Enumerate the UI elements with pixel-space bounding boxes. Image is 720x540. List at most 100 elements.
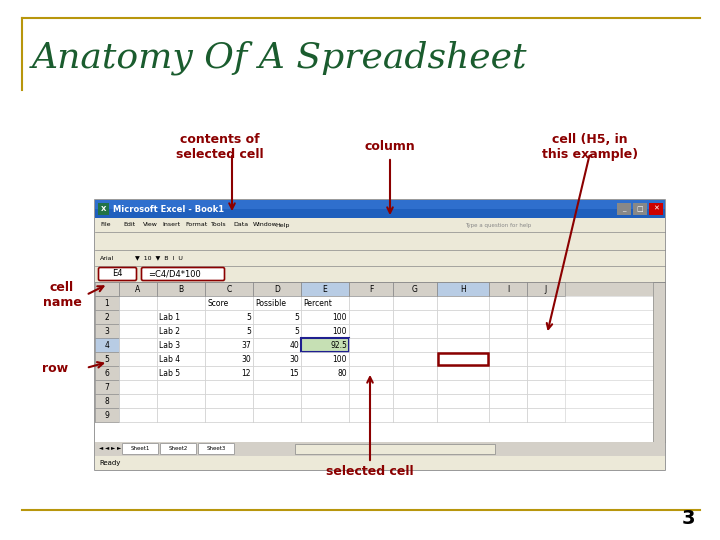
Bar [301, 408, 349, 422]
Bar [119, 338, 157, 352]
Bar [349, 282, 393, 296]
Bar [489, 352, 527, 366]
Bar [393, 394, 437, 408]
Text: 2: 2 [104, 313, 109, 321]
Bar [95, 250, 665, 266]
Bar [205, 352, 253, 366]
Text: 100: 100 [333, 327, 347, 335]
Bar [437, 338, 489, 352]
Bar [393, 296, 437, 310]
Text: Ready: Ready [99, 460, 120, 466]
Bar [157, 408, 205, 422]
Bar [617, 203, 631, 215]
Bar [253, 338, 301, 352]
Text: Insert: Insert [162, 222, 180, 227]
Text: Format: Format [185, 222, 207, 227]
Bar [649, 203, 663, 215]
Bar [527, 366, 565, 380]
Bar [393, 338, 437, 352]
Bar [489, 394, 527, 408]
Bar [95, 324, 119, 338]
Bar [349, 380, 393, 394]
FancyBboxPatch shape [122, 443, 158, 455]
Bar [95, 200, 665, 470]
Text: 15: 15 [289, 368, 299, 377]
Bar [95, 408, 119, 422]
Text: Lab 1: Lab 1 [159, 313, 180, 321]
Text: 5: 5 [104, 354, 109, 363]
Bar [489, 310, 527, 324]
Text: 1: 1 [104, 299, 109, 307]
Bar [119, 310, 157, 324]
Bar [95, 282, 119, 296]
Bar [205, 282, 253, 296]
Bar [437, 296, 489, 310]
Text: 9: 9 [104, 410, 109, 420]
Text: ◄ ◄ ► ►: ◄ ◄ ► ► [99, 447, 121, 451]
Text: Arial: Arial [100, 255, 114, 260]
Text: 5: 5 [246, 327, 251, 335]
Bar [301, 296, 349, 310]
Text: Type a question for help: Type a question for help [465, 222, 531, 227]
Text: E: E [323, 285, 328, 294]
Bar [489, 366, 527, 380]
Bar [253, 366, 301, 380]
Bar [205, 282, 253, 296]
Bar [349, 394, 393, 408]
Bar [438, 353, 488, 365]
Text: Sheet3: Sheet3 [207, 447, 226, 451]
Bar [489, 282, 527, 296]
Bar [393, 282, 437, 296]
Bar [253, 408, 301, 422]
Bar [301, 394, 349, 408]
Text: Window: Window [253, 222, 278, 227]
Bar [157, 352, 205, 366]
Bar [393, 380, 437, 394]
Bar [205, 366, 253, 380]
Text: D: D [274, 285, 280, 294]
Bar [119, 296, 157, 310]
Text: cell
name: cell name [42, 281, 81, 309]
Text: Tools: Tools [211, 222, 227, 227]
Bar [393, 408, 437, 422]
Bar [393, 352, 437, 366]
Bar [157, 394, 205, 408]
Text: Anatomy Of A Spreadsheet: Anatomy Of A Spreadsheet [32, 40, 528, 75]
Text: 5: 5 [294, 327, 299, 335]
Bar [489, 380, 527, 394]
Text: B: B [179, 285, 184, 294]
Bar [253, 394, 301, 408]
Text: 30: 30 [289, 354, 299, 363]
Bar [253, 310, 301, 324]
Bar [119, 282, 157, 296]
Text: Lab 5: Lab 5 [159, 368, 180, 377]
Text: _: _ [622, 206, 626, 212]
Text: J: J [545, 285, 547, 294]
Bar [437, 324, 489, 338]
Bar [301, 282, 349, 296]
Bar [437, 310, 489, 324]
Bar [205, 296, 253, 310]
Text: Possible: Possible [255, 299, 286, 307]
Text: File: File [100, 222, 110, 227]
Text: C: C [226, 285, 232, 294]
Text: 100: 100 [333, 313, 347, 321]
Bar [253, 324, 301, 338]
Bar [393, 282, 437, 296]
Bar [253, 282, 301, 296]
Bar [489, 296, 527, 310]
Bar [157, 380, 205, 394]
Text: Data: Data [233, 222, 248, 227]
Text: H: H [460, 285, 466, 294]
Bar [253, 352, 301, 366]
Bar [301, 366, 349, 380]
Text: 5: 5 [294, 313, 299, 321]
Bar [119, 366, 157, 380]
Bar [95, 218, 665, 232]
Bar [349, 366, 393, 380]
Bar [95, 266, 665, 282]
Bar [119, 352, 157, 366]
Bar [205, 310, 253, 324]
Bar [95, 394, 119, 408]
Text: 8: 8 [104, 396, 109, 406]
